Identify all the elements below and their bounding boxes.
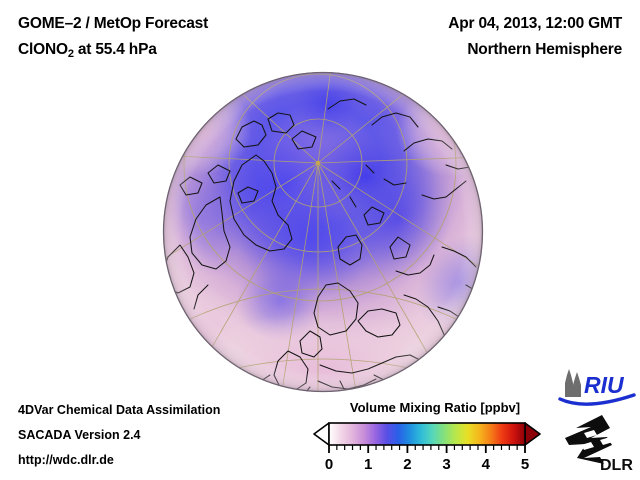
dlr-wordmark: DLR <box>600 457 633 474</box>
species-label: ClONO <box>18 41 68 58</box>
region-label: Northern Hemisphere <box>467 41 622 58</box>
limb-shading <box>163 72 483 392</box>
cathedral-spires-icon <box>565 369 581 397</box>
riu-logo-svg: RIU <box>558 369 636 406</box>
riu-wordmark: RIU <box>584 372 625 398</box>
footer-url[interactable]: http://wdc.dlr.de <box>18 453 114 467</box>
pressure-level-label: at 55.4 hPa <box>73 41 157 58</box>
footer-version: SACADA Version 2.4 <box>18 428 141 442</box>
riu-logo: RIU <box>556 369 638 413</box>
orthographic-globe-svg <box>162 71 484 393</box>
riu-swoosh <box>558 393 636 406</box>
globe-map <box>160 69 486 395</box>
colorbar-ticks <box>328 445 526 453</box>
globe-limb <box>162 71 484 393</box>
svg-text:4: 4 <box>482 456 491 471</box>
forecast-datetime: Apr 04, 2013, 12:00 GMT <box>448 15 622 32</box>
svg-text:5: 5 <box>521 456 529 471</box>
page-title-line-2: ClONO2 at 55.4 hPa <box>18 41 157 60</box>
colorbar-under-arrow <box>313 422 330 446</box>
svg-text:0: 0 <box>325 456 333 471</box>
species-subscript: 2 <box>67 48 74 60</box>
svg-text:2: 2 <box>403 456 411 471</box>
colorbar-title: Volume Mixing Ratio [ppbv] <box>349 400 521 415</box>
svg-text:3: 3 <box>442 456 450 471</box>
dlr-mark-icon <box>565 415 613 464</box>
dlr-logo: DLR <box>560 414 638 474</box>
svg-text:1: 1 <box>364 456 372 471</box>
colorbar-tick-labels: 0 1 2 3 4 5 <box>325 456 529 471</box>
north-pole-marker <box>315 160 321 166</box>
colorbar-gradient <box>329 423 525 445</box>
colorbar-frame <box>328 422 526 446</box>
colorbar-over-arrow <box>524 422 541 446</box>
footer-method: 4DVar Chemical Data Assimilation <box>18 403 221 417</box>
dlr-logo-svg: DLR <box>565 415 633 474</box>
colorbar: 0 1 2 3 4 5 <box>313 421 541 471</box>
page-title-line-1: GOME–2 / MetOp Forecast <box>18 15 209 32</box>
colorbar-svg: 0 1 2 3 4 5 <box>313 422 541 471</box>
